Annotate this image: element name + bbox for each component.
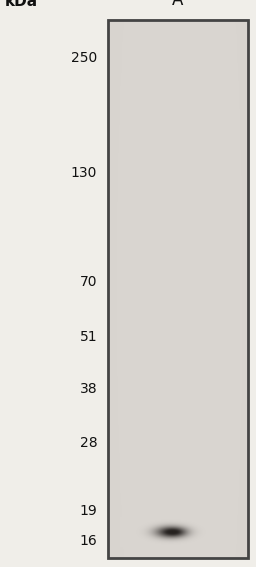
Bar xyxy=(108,20,248,558)
Text: 28: 28 xyxy=(80,436,97,450)
Text: 16: 16 xyxy=(80,534,97,548)
Text: 38: 38 xyxy=(80,382,97,396)
Text: 70: 70 xyxy=(80,274,97,289)
Text: kDa: kDa xyxy=(5,0,38,9)
Text: 130: 130 xyxy=(71,166,97,180)
Text: 51: 51 xyxy=(80,331,97,344)
Text: 250: 250 xyxy=(71,50,97,65)
Text: 19: 19 xyxy=(80,504,97,518)
Text: A: A xyxy=(172,0,184,9)
